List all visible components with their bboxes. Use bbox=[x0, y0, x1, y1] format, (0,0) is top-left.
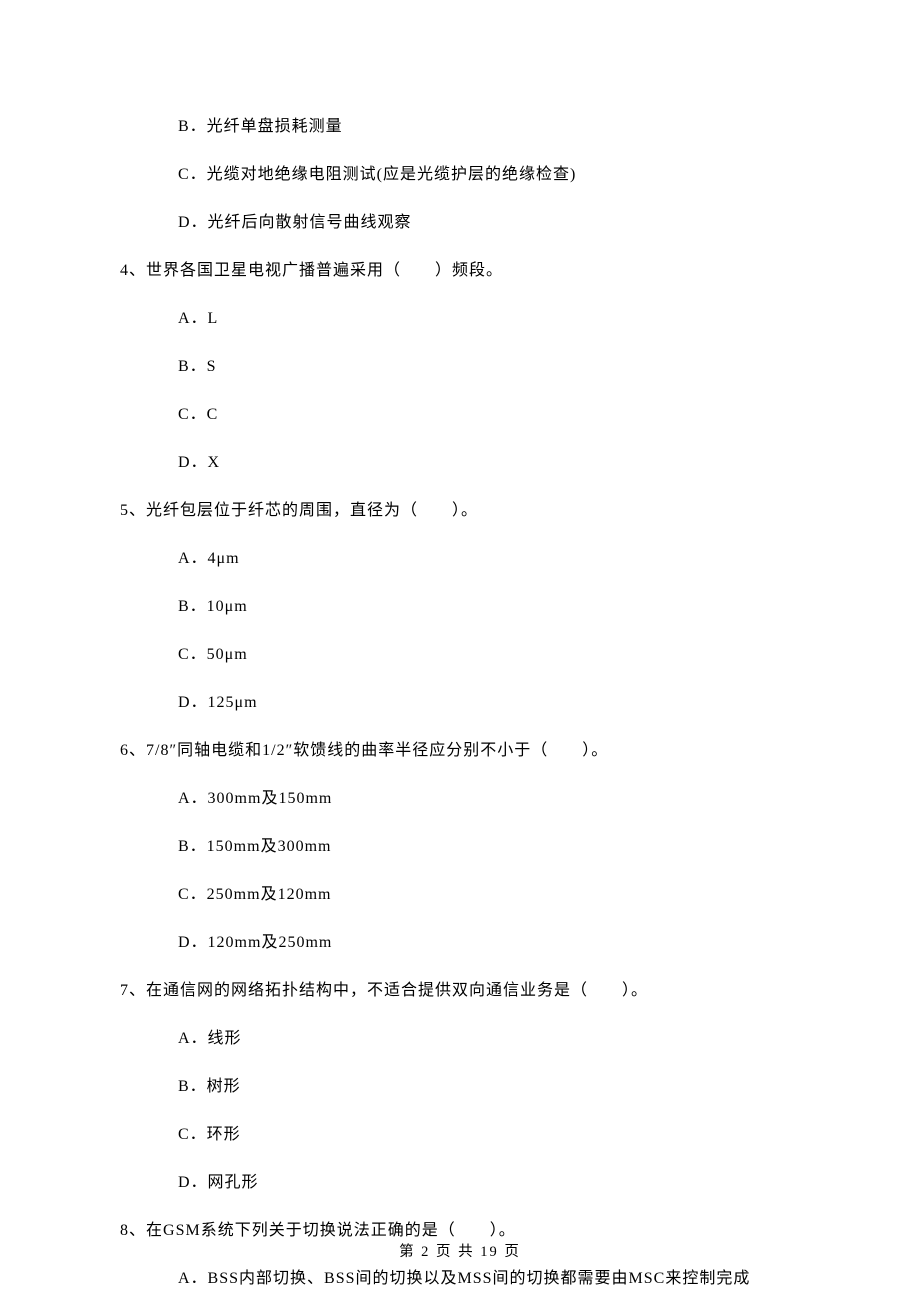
option: C．50μm bbox=[178, 643, 800, 667]
prev-option: C．光缆对地绝缘电阻测试(应是光缆护层的绝缘检查) bbox=[178, 163, 800, 187]
question-stem: 6、7/8″同轴电缆和1/2″软馈线的曲率半径应分别不小于（ ）。 bbox=[120, 739, 800, 763]
question-number: 8、 bbox=[120, 1222, 146, 1239]
option: C．250mm及120mm bbox=[178, 883, 800, 907]
question-text: 光纤包层位于纤芯的周围，直径为（ ）。 bbox=[146, 502, 478, 519]
question-number: 7、 bbox=[120, 982, 146, 999]
page-body: B．光纤单盘损耗测量 C．光缆对地绝缘电阻测试(应是光缆护层的绝缘检查) D．光… bbox=[0, 0, 920, 1291]
question-text: 7/8″同轴电缆和1/2″软馈线的曲率半径应分别不小于（ ）。 bbox=[146, 742, 608, 759]
question-text: 在GSM系统下列关于切换说法正确的是（ ）。 bbox=[146, 1222, 516, 1239]
option: A．BSS内部切换、BSS间的切换以及MSS间的切换都需要由MSC来控制完成 bbox=[178, 1267, 800, 1291]
question-stem: 7、在通信网的网络拓扑结构中，不适合提供双向通信业务是（ ）。 bbox=[120, 979, 800, 1003]
question-number: 4、 bbox=[120, 262, 146, 279]
option: B．10μm bbox=[178, 595, 800, 619]
question-stem: 8、在GSM系统下列关于切换说法正确的是（ ）。 bbox=[120, 1219, 800, 1243]
question-stem: 5、光纤包层位于纤芯的周围，直径为（ ）。 bbox=[120, 499, 800, 523]
option: B．树形 bbox=[178, 1075, 800, 1099]
question-text: 在通信网的网络拓扑结构中，不适合提供双向通信业务是（ ）。 bbox=[146, 982, 648, 999]
question-stem: 4、世界各国卫星电视广播普遍采用（ ）频段。 bbox=[120, 259, 800, 283]
question-number: 6、 bbox=[120, 742, 146, 759]
question-number: 5、 bbox=[120, 502, 146, 519]
question-text: 世界各国卫星电视广播普遍采用（ ）频段。 bbox=[146, 262, 503, 279]
option: A．300mm及150mm bbox=[178, 787, 800, 811]
option: C．C bbox=[178, 403, 800, 427]
option: B．S bbox=[178, 355, 800, 379]
option: C．环形 bbox=[178, 1123, 800, 1147]
prev-option: D．光纤后向散射信号曲线观察 bbox=[178, 211, 800, 235]
option: A．L bbox=[178, 307, 800, 331]
option: D．X bbox=[178, 451, 800, 475]
option: D．网孔形 bbox=[178, 1171, 800, 1195]
option: A．4μm bbox=[178, 547, 800, 571]
option: B．150mm及300mm bbox=[178, 835, 800, 859]
page-footer: 第 2 页 共 19 页 bbox=[0, 1242, 920, 1264]
option: D．120mm及250mm bbox=[178, 931, 800, 955]
option: D．125μm bbox=[178, 691, 800, 715]
prev-option: B．光纤单盘损耗测量 bbox=[178, 115, 800, 139]
option: A．线形 bbox=[178, 1027, 800, 1051]
